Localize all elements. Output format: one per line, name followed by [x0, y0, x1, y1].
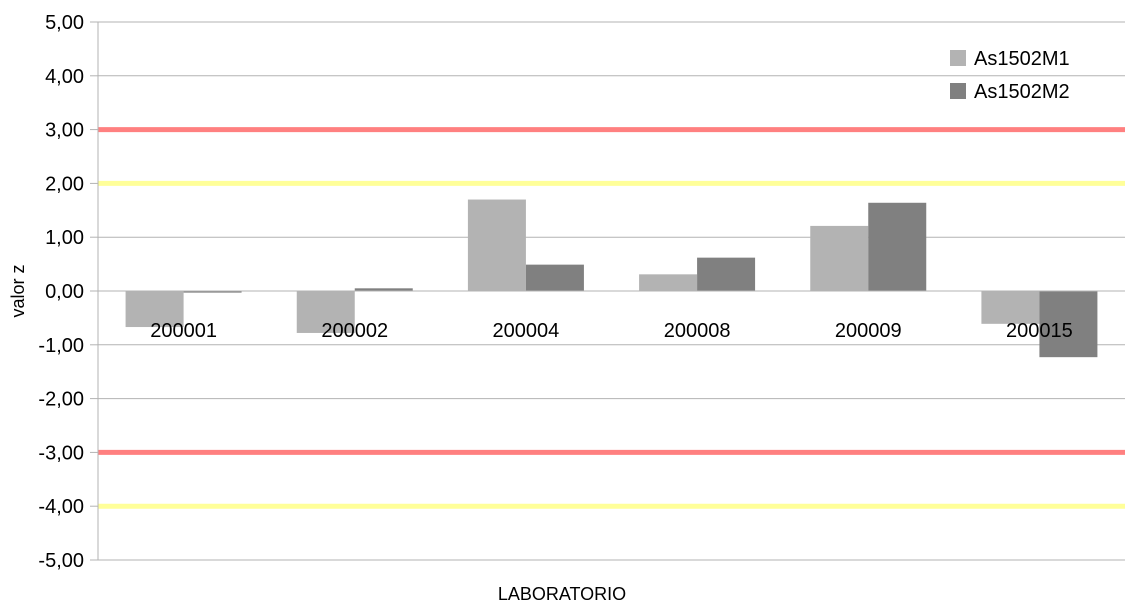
category-label: 200008 [664, 320, 731, 342]
legend-label: As1502M2 [974, 81, 1070, 103]
x-axis-title: LABORATORIO [498, 584, 626, 604]
category-label: 200009 [835, 320, 902, 342]
y-tick-label: 1,00 [45, 227, 84, 249]
y-tick-label: -1,00 [38, 335, 84, 357]
legend-label: As1502M1 [974, 48, 1070, 70]
y-tick-label: 0,00 [45, 281, 84, 303]
reference-lines [98, 127, 1125, 509]
bar-As1502M2-200009 [868, 202, 927, 291]
bar-As1502M1-200001 [125, 291, 184, 328]
y-tick-labels: 5,00 4,00 3,00 2,00 1,00 0,00 -1,00 -2,00 -3,00 -… [38, 12, 84, 572]
y-tick-label: -4,00 [38, 496, 84, 518]
category-label: 200015 [1006, 320, 1073, 342]
category-label: 200004 [493, 320, 560, 342]
y-tick-label: 2,00 [45, 173, 84, 195]
bar-As1502M1-200008 [639, 274, 698, 291]
category-label: 200001 [150, 320, 217, 342]
legend: As1502M1 As1502M2 [950, 48, 1070, 103]
bar-As1502M1-200004 [467, 199, 526, 291]
legend-swatch [950, 50, 966, 66]
y-tick-label: -5,00 [38, 550, 84, 572]
y-axis-title: valor z [8, 264, 28, 317]
bar-As1502M2-200001 [183, 291, 242, 293]
category-label: 200002 [321, 320, 388, 342]
bar-As1502M2-200008 [697, 257, 756, 291]
axes [90, 21, 1125, 561]
bar-As1502M2-200004 [525, 264, 584, 291]
y-tick-label: -3,00 [38, 442, 84, 464]
bar-As1502M1-200015 [981, 291, 1040, 324]
y-tick-label: 4,00 [45, 66, 84, 88]
legend-swatch [950, 83, 966, 99]
bars [125, 199, 1098, 358]
y-tick-label: 5,00 [45, 12, 84, 34]
bar-As1502M1-200009 [810, 225, 869, 291]
y-tick-label: -2,00 [38, 389, 84, 411]
bar-As1502M2-200015 [1039, 291, 1098, 358]
category-labels: 200001 200002 200004 200008 200009 200015 [150, 320, 1073, 342]
bar-As1502M1-200002 [296, 291, 355, 333]
bar-As1502M2-200002 [354, 288, 413, 291]
y-tick-label: 3,00 [45, 120, 84, 142]
